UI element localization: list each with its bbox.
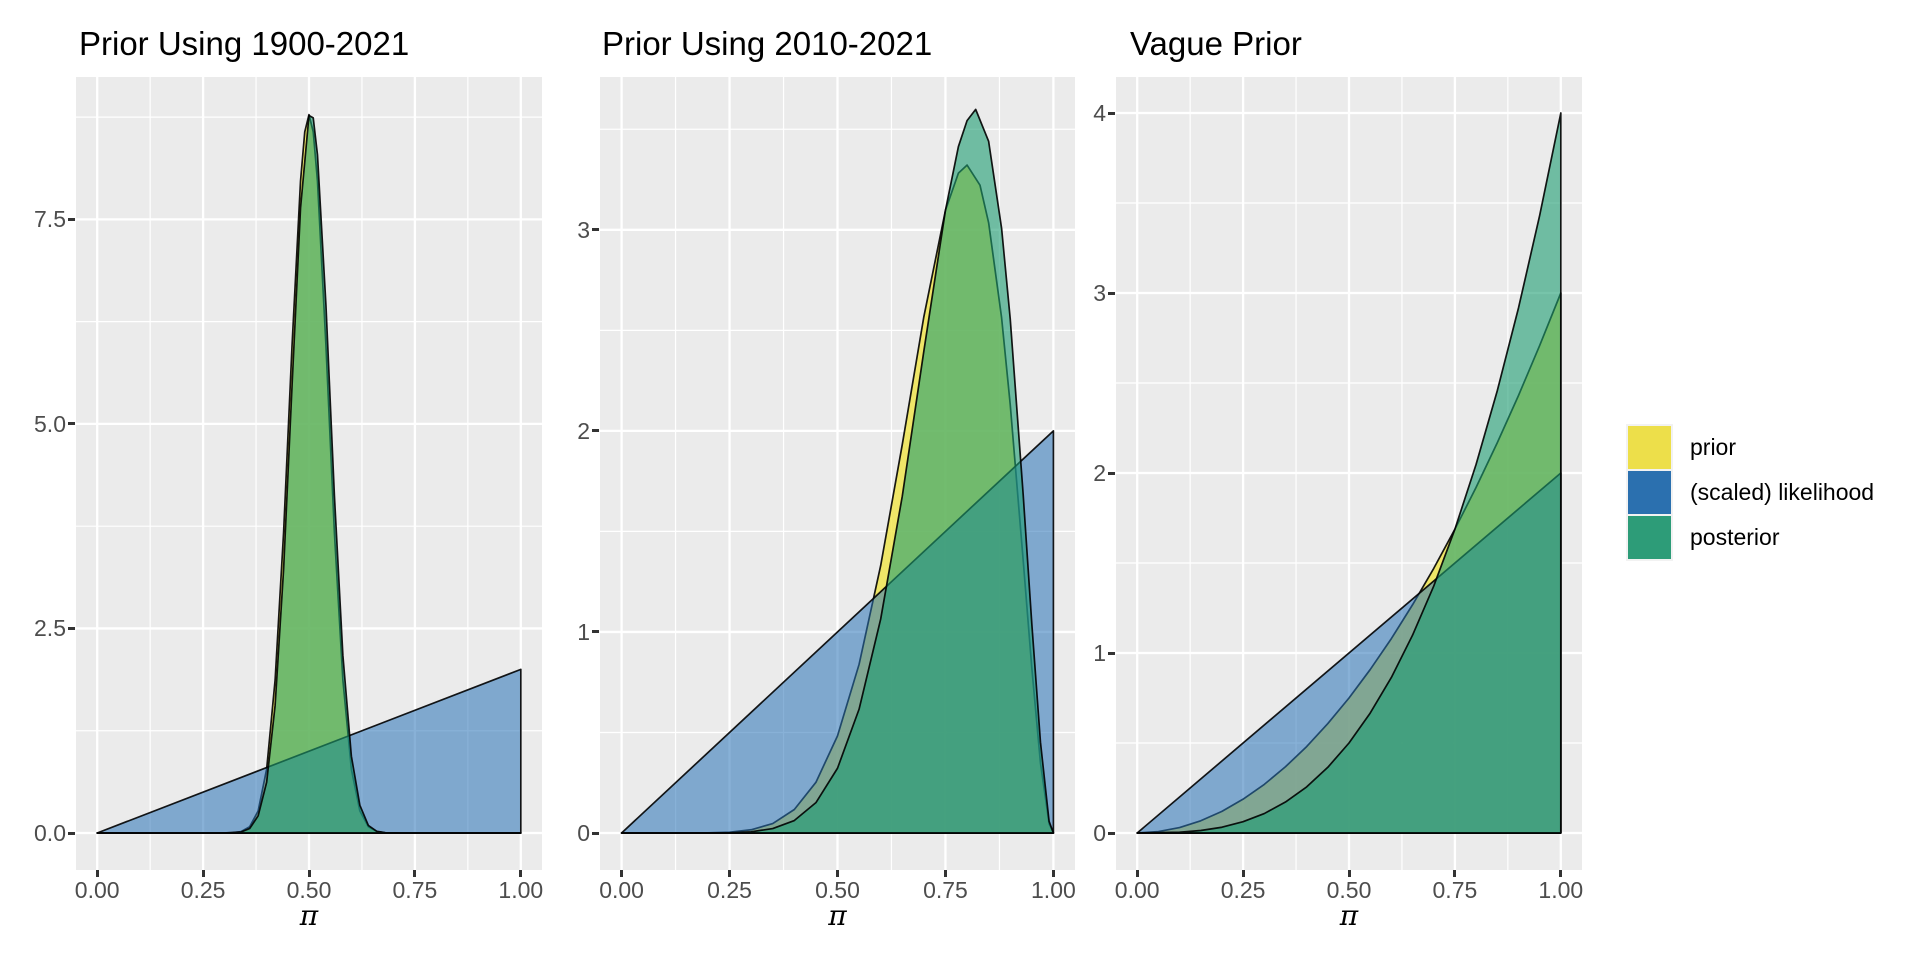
y-tick-mark <box>592 831 599 835</box>
x-tick-label: 0.50 <box>1326 877 1372 903</box>
area-posterior <box>96 114 522 834</box>
x-tick-label: 0.00 <box>74 877 120 903</box>
x-tick-mark <box>95 870 99 877</box>
x-tick-label: 0.00 <box>599 877 644 903</box>
legend-item-prior: prior <box>1626 424 1874 471</box>
x-tick-label: 0.50 <box>815 877 860 903</box>
area-posterior <box>620 108 1055 834</box>
legend-item-likelihood: (scaled) likelihood <box>1626 469 1875 516</box>
x-tick-mark <box>1453 870 1457 877</box>
x-tick-mark <box>836 870 839 877</box>
x-axis-title: π <box>828 899 847 932</box>
legend-item-posterior: posterior <box>1626 514 1874 561</box>
plot-panel-2 <box>600 77 1075 870</box>
x-tick-label: 0.25 <box>1220 877 1266 903</box>
x-tick-label: 1.00 <box>1538 877 1584 903</box>
x-tick-mark <box>519 870 523 877</box>
panel-3-title: Vague Prior <box>1130 25 1302 62</box>
x-tick-mark <box>1051 870 1055 877</box>
plot-panel-1 <box>76 77 542 870</box>
y-tick-mark <box>68 626 75 630</box>
y-tick-label: 2 <box>577 417 590 444</box>
y-tick-mark <box>68 217 75 221</box>
legend-swatch-posterior <box>1626 514 1673 561</box>
y-tick-label: 0 <box>577 820 590 846</box>
x-tick-mark <box>307 870 311 877</box>
x-tick-mark <box>620 870 624 877</box>
y-tick-mark <box>1108 111 1115 115</box>
y-tick-mark <box>68 422 75 426</box>
x-tick-mark <box>201 870 205 877</box>
panel-2-title: Prior Using 2010-2021 <box>602 25 933 62</box>
legend-swatch-likelihood <box>1626 469 1673 516</box>
y-tick-mark <box>1108 291 1115 295</box>
x-tick-mark <box>1241 870 1245 877</box>
x-tick-mark <box>943 870 947 877</box>
y-tick-label: 1 <box>577 618 590 645</box>
x-axis-title: π <box>299 899 319 932</box>
x-axis-title: π <box>1339 899 1359 932</box>
x-tick-mark <box>1347 870 1351 877</box>
y-tick-label: 2.5 <box>34 615 66 642</box>
y-tick-label: 0.0 <box>34 820 66 846</box>
x-tick-label: 0.00 <box>1114 877 1160 903</box>
x-tick-label: 0.75 <box>392 877 438 903</box>
y-tick-label: 4 <box>1093 100 1106 126</box>
x-tick-mark <box>1135 870 1139 877</box>
y-tick-mark <box>592 429 599 433</box>
area-posterior <box>1136 112 1562 834</box>
x-tick-mark <box>1559 870 1563 877</box>
y-tick-label: 5.0 <box>34 410 66 437</box>
y-tick-mark <box>592 630 599 634</box>
y-tick-mark <box>592 228 599 232</box>
y-tick-label: 1 <box>1093 640 1106 666</box>
x-tick-label: 0.25 <box>707 877 752 903</box>
y-tick-label: 2 <box>1093 460 1106 486</box>
x-tick-label: 1.00 <box>498 877 544 903</box>
x-tick-mark <box>413 870 417 877</box>
x-tick-label: 1.00 <box>1031 877 1076 903</box>
x-tick-label: 0.50 <box>286 877 332 903</box>
y-tick-label: 7.5 <box>34 206 66 233</box>
legend-swatch-prior <box>1626 424 1673 471</box>
y-tick-label: 3 <box>1093 280 1106 306</box>
legend: prior (scaled) likelihood posterior <box>1626 424 1875 561</box>
y-tick-label: 0 <box>1093 820 1106 846</box>
y-tick-mark <box>68 831 75 835</box>
plot-panel-3 <box>1116 77 1582 870</box>
y-tick-mark <box>1108 651 1115 655</box>
x-tick-label: 0.25 <box>180 877 226 903</box>
x-tick-label: 0.75 <box>1432 877 1478 903</box>
legend-label-posterior: posterior <box>1690 524 1780 550</box>
x-tick-mark <box>728 870 732 877</box>
x-tick-label: 0.75 <box>923 877 968 903</box>
y-tick-label: 3 <box>577 216 590 243</box>
y-tick-mark <box>1108 471 1115 475</box>
legend-label-prior: prior <box>1690 434 1737 460</box>
panel-1-title: Prior Using 1900-2021 <box>79 25 410 62</box>
legend-label-likelihood: (scaled) likelihood <box>1690 479 1875 505</box>
y-tick-mark <box>1108 831 1115 835</box>
